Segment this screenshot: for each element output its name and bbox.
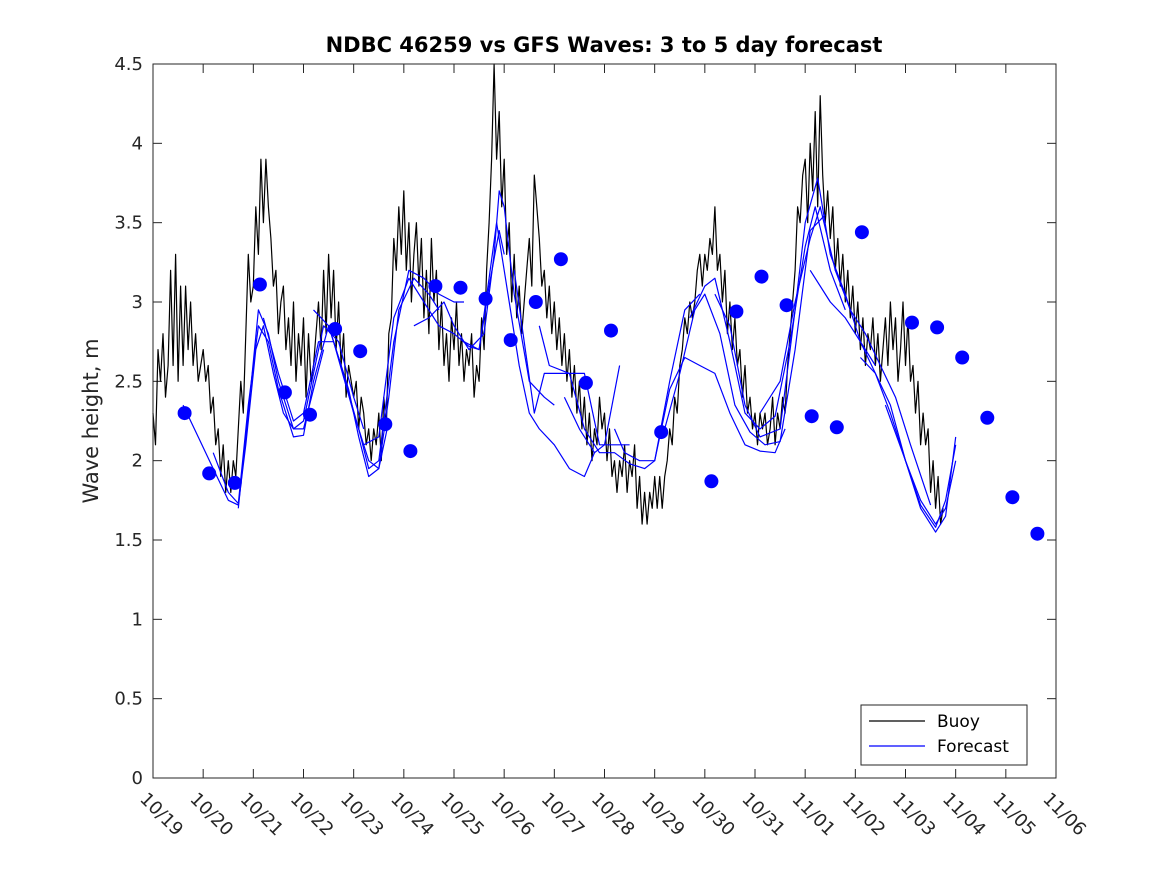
- forecast-marker: [779, 298, 794, 313]
- forecast-marker: [1005, 490, 1020, 505]
- forecast-marker: [604, 323, 618, 338]
- forecast-marker: [578, 375, 593, 390]
- legend: Buoy Forecast: [860, 704, 1028, 766]
- x-tick-label: 10/26: [487, 789, 539, 841]
- x-tick-label: 10/29: [637, 789, 689, 841]
- forecast-series-line: [859, 357, 957, 528]
- y-tick-label: 1.5: [114, 530, 143, 551]
- forecast-marker: [729, 304, 744, 319]
- forecast-marker: [252, 277, 267, 292]
- x-tick-label: 11/01: [788, 789, 840, 841]
- forecast-marker: [980, 410, 995, 425]
- forecast-marker: [930, 320, 945, 335]
- forecast-series-line: [759, 206, 932, 506]
- buoy-series-line: [152, 63, 944, 525]
- forecast-marker: [654, 425, 669, 440]
- forecast-marker: [829, 420, 844, 435]
- forecast-marker: [277, 385, 292, 400]
- forecast-series-line: [513, 270, 630, 446]
- x-tick-label: 10/23: [336, 789, 388, 841]
- y-tick-label: 2: [132, 451, 143, 472]
- x-tick-label: 10/19: [135, 789, 187, 841]
- forecast-marker: [503, 333, 518, 348]
- forecast-series-line: [664, 214, 826, 446]
- forecast-series-line: [212, 325, 345, 505]
- forecast-marker: [478, 291, 493, 306]
- y-tick-label: 4: [132, 133, 143, 154]
- forecast-series-line: [538, 293, 701, 470]
- y-tick-label: 0.5: [114, 689, 143, 710]
- forecast-series-line: [563, 365, 621, 454]
- forecast-series-line: [237, 309, 365, 509]
- y-tick-label: 3: [132, 292, 143, 313]
- x-tick-label: 10/31: [737, 789, 789, 841]
- x-tick-label: 10/28: [587, 789, 639, 841]
- y-tick-label: 4.5: [114, 54, 143, 75]
- forecast-marker: [905, 315, 919, 330]
- forecast-marker: [704, 474, 719, 489]
- forecast-marker: [955, 350, 970, 365]
- x-tick-label: 11/03: [888, 789, 940, 841]
- forecast-marker: [328, 322, 343, 336]
- forecast-marker: [854, 225, 869, 240]
- x-tick-label: 10/24: [386, 789, 438, 841]
- legend-box: [860, 704, 1028, 766]
- y-tick-label: 3.5: [114, 213, 143, 234]
- x-tick-label: 11/04: [938, 789, 990, 841]
- forecast-marker: [353, 344, 368, 359]
- y-axis-label: Wave height, m: [79, 338, 103, 503]
- forecast-marker: [754, 269, 769, 284]
- forecast-marker: [303, 407, 317, 422]
- forecast-series-line: [689, 206, 846, 430]
- forecast-marker: [403, 444, 418, 459]
- legend-forecast-label: Forecast: [937, 737, 1009, 757]
- forecast-marker: [1030, 526, 1045, 541]
- forecast-series-line: [313, 277, 440, 478]
- forecast-series-line: [338, 269, 464, 470]
- y-tick-label: 2.5: [114, 371, 143, 392]
- forecast-marker: [804, 409, 819, 424]
- x-tick-label: 10/20: [186, 789, 238, 841]
- forecast-marker: [227, 475, 242, 490]
- forecast-marker: [453, 280, 468, 295]
- x-tick-label: 10/22: [286, 789, 338, 841]
- forecast-marker: [428, 279, 443, 294]
- forecast-marker: [202, 466, 217, 481]
- forecast-marker: [177, 406, 192, 421]
- x-tick-label: 10/21: [236, 789, 288, 841]
- x-tick-label: 10/25: [436, 789, 488, 841]
- x-tick-label: 11/06: [1038, 789, 1090, 841]
- chart-title: NDBC 46259 vs GFS Waves: 3 to 5 day fore…: [326, 33, 883, 57]
- forecast-series-line: [884, 404, 957, 533]
- legend-buoy-label: Buoy: [937, 712, 980, 732]
- forecast-marker: [553, 252, 568, 267]
- y-tick-label: 0: [132, 768, 143, 789]
- x-tick-label: 11/02: [838, 789, 890, 841]
- x-tick-label: 10/30: [687, 789, 739, 841]
- forecast-series-line: [613, 356, 786, 462]
- forecast-series-line: [463, 222, 596, 478]
- forecast-marker: [378, 417, 393, 432]
- x-tick-label: 11/05: [988, 789, 1040, 841]
- y-tick-label: 1: [132, 609, 143, 630]
- plot-frame: [152, 63, 1057, 779]
- forecast-marker: [528, 295, 543, 309]
- x-tick-label: 10/27: [537, 789, 589, 841]
